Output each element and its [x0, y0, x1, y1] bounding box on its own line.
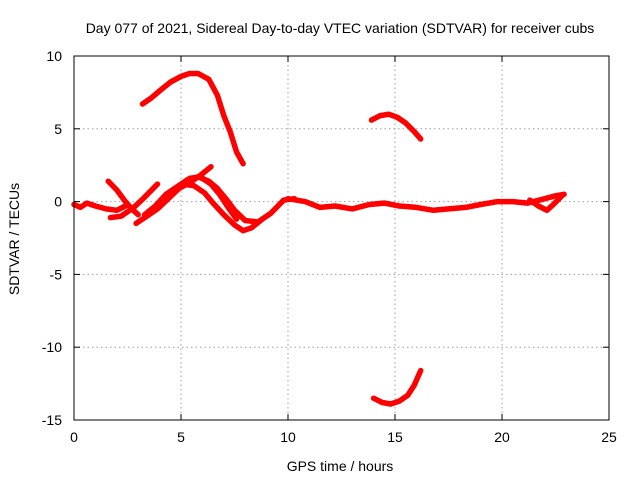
- x-tick-label: 0: [70, 429, 78, 445]
- y-tick-label: -15: [42, 412, 62, 428]
- axes: 0 5 10 15 20 25 10 5 0 -5 -10 -15: [42, 48, 617, 445]
- x-tick-label: 25: [601, 429, 617, 445]
- series-arc-high-afternoon: [368, 111, 424, 142]
- y-tick-label: 5: [54, 121, 62, 137]
- x-tick-label: 15: [387, 429, 403, 445]
- series-arc-midday-d: [186, 174, 240, 222]
- x-axis-label: GPS time / hours: [287, 458, 394, 474]
- y-tick-label: -5: [50, 266, 63, 282]
- y-tick-label: 10: [46, 48, 62, 64]
- series-arc-early-drop: [105, 178, 141, 218]
- series-baseline-late: [285, 191, 567, 214]
- series-arc-midday-c: [169, 181, 266, 234]
- x-tick-label: 5: [177, 429, 185, 445]
- series-arc-late-dip: [527, 193, 565, 214]
- y-tick-label: 0: [54, 194, 62, 210]
- series-arc-low-afternoon: [370, 367, 424, 407]
- series-baseline-early: [71, 200, 129, 214]
- x-tick-label: 20: [494, 429, 510, 445]
- y-axis-label: SDTVAR / TECUs: [6, 183, 22, 295]
- chart-title: Day 077 of 2021, Sidereal Day-to-day VTE…: [86, 20, 595, 36]
- series-group: [71, 70, 567, 407]
- x-tick-label: 10: [280, 429, 296, 445]
- series-arc-high-morning: [139, 70, 246, 167]
- y-tick-label: -10: [42, 339, 62, 355]
- plot-frame: [73, 55, 610, 421]
